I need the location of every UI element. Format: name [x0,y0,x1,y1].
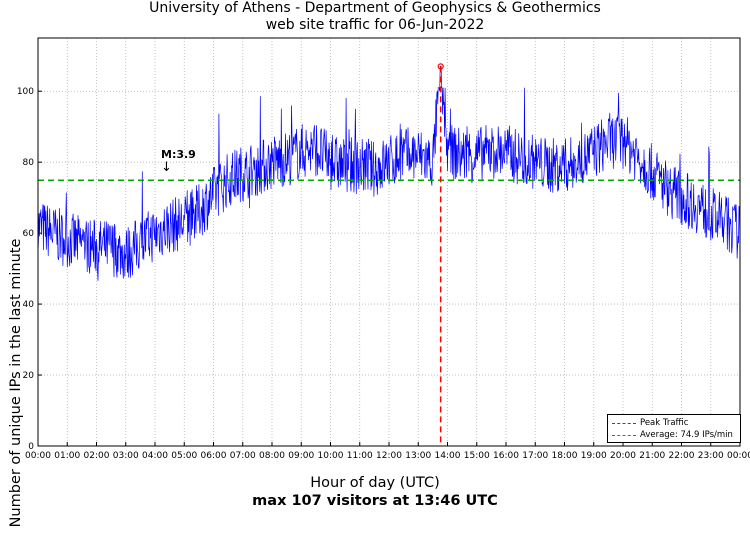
x-tick-label: 05:00 [171,451,197,461]
legend-average-label: Average: 74.9 IPs/min [640,430,733,440]
x-tick-label: 11:00 [347,451,373,461]
x-tick-label: 04:00 [142,451,168,461]
plot-frame [37,37,741,447]
traffic-line [37,66,741,281]
earthquake-annotation: M:3.9 [161,148,196,161]
y-tick-label: 0 [28,442,34,452]
annotation-label: M:3.9 [161,148,196,161]
x-tick-label: 16:00 [493,451,519,461]
x-tick-label: 07:00 [230,451,256,461]
x-tick-label: 00:00 [25,451,51,461]
x-tick-label: 20:00 [610,451,636,461]
chart-subtitle: web site traffic for 06-Jun-2022 [265,17,485,33]
y-tick-label: 40 [23,300,35,310]
y-tick-label: 60 [23,229,35,239]
y-tick-label: 80 [23,158,35,168]
x-tick-label: 02:00 [84,451,110,461]
x-tick-label: 13:00 [405,451,431,461]
x-tick-label: 19:00 [581,451,607,461]
legend-item-average: Average: 74.9 IPs/min [612,429,733,441]
legend-peak-swatch [612,422,636,424]
traffic-chart: 00:00 01:00 02:00 03:00 04:00 05:00 06:00 07:00… [17,37,750,461]
x-tick-label: 14:00 [435,451,461,461]
x-tick-label: 15:00 [464,451,490,461]
x-tick-label: 22:00 [669,451,695,461]
x-tick-label: 21:00 [639,451,665,461]
x-tick-label: 08:00 [259,451,285,461]
x-tick-label: 18:00 [552,451,578,461]
x-tick-label: 17:00 [522,451,548,461]
x-tick-label: 03:00 [113,451,139,461]
chart-title: University of Athens - Department of Geo… [149,0,601,16]
x-axis-label: Hour of day (UTC) [310,475,440,491]
peak-summary: max 107 visitors at 13:46 UTC [252,493,498,509]
x-tick-label: 01:00 [54,451,80,461]
legend-item-peak: Peak Traffic [612,417,688,429]
arrow-down-icon: ↓ [161,160,172,175]
peak-marker [437,63,444,70]
x-tick-label: 10:00 [318,451,344,461]
legend-average-swatch [612,434,636,436]
legend-peak-label: Peak Traffic [640,418,689,428]
x-tick-label: 23:00 [698,451,724,461]
x-tick-label: 09:00 [288,451,314,461]
x-tick-label: 00:00 [727,451,750,461]
x-tick-label: 12:00 [376,451,402,461]
legend: Peak Traffic Average: 74.9 IPs/min [607,414,741,443]
y-tick-label: 100 [17,87,34,97]
x-tick-label: 06:00 [201,451,227,461]
y-tick-label: 20 [23,371,35,381]
